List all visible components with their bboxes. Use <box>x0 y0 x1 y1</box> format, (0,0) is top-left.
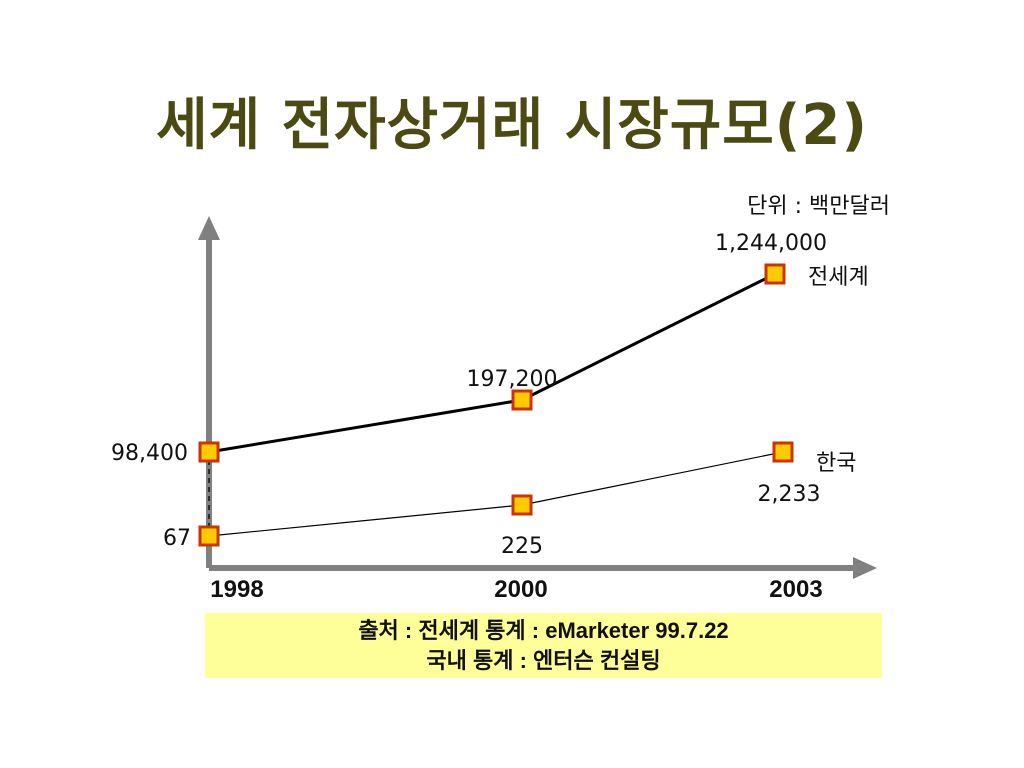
data-label-korea-1998: 67 <box>163 526 191 551</box>
series-markers <box>198 263 794 547</box>
data-label-world-1998: 98,400 <box>111 441 188 466</box>
series-name-world: 전세계 <box>808 265 869 290</box>
series-name-korea: 한국 <box>816 451 856 476</box>
marker-world-2003 <box>764 263 786 285</box>
slide-title: 세계 전자상거래 시장규모(2) <box>156 93 868 158</box>
chart-labels: 단위 : 백만달러 98,400 197,200 1,244,000 67 225 2,23… <box>111 194 890 603</box>
y-axis-arrow-icon <box>198 216 220 240</box>
unit-label: 단위 : 백만달러 <box>747 194 890 219</box>
x-tick-1998: 1998 <box>210 576 263 603</box>
chart-axes <box>198 216 877 579</box>
data-label-korea-2000: 225 <box>501 534 543 559</box>
x-tick-2003: 2003 <box>769 576 822 603</box>
marker-korea-2000 <box>511 494 533 516</box>
marker-world-2000 <box>511 389 533 411</box>
data-label-korea-2003: 2,233 <box>758 482 821 507</box>
series-lines <box>208 272 784 537</box>
marker-world-1998 <box>198 441 220 463</box>
source-line-2: 국내 통계 : 엔터슨 컨설팅 <box>426 648 661 673</box>
data-label-world-2000: 197,200 <box>467 367 558 392</box>
marker-korea-1998 <box>198 525 220 547</box>
data-label-world-2003: 1,244,000 <box>715 231 827 256</box>
source-line-1: 출처 : 전세계 통계 : eMarketer 99.7.22 <box>358 618 729 643</box>
series-line-korea <box>208 451 784 537</box>
x-tick-2000: 2000 <box>494 576 547 603</box>
series-line-world <box>208 272 776 454</box>
x-axis-arrow-icon <box>853 557 877 579</box>
marker-korea-2003 <box>772 441 794 463</box>
source-box: 출처 : 전세계 통계 : eMarketer 99.7.22 국내 통계 : … <box>205 613 882 678</box>
